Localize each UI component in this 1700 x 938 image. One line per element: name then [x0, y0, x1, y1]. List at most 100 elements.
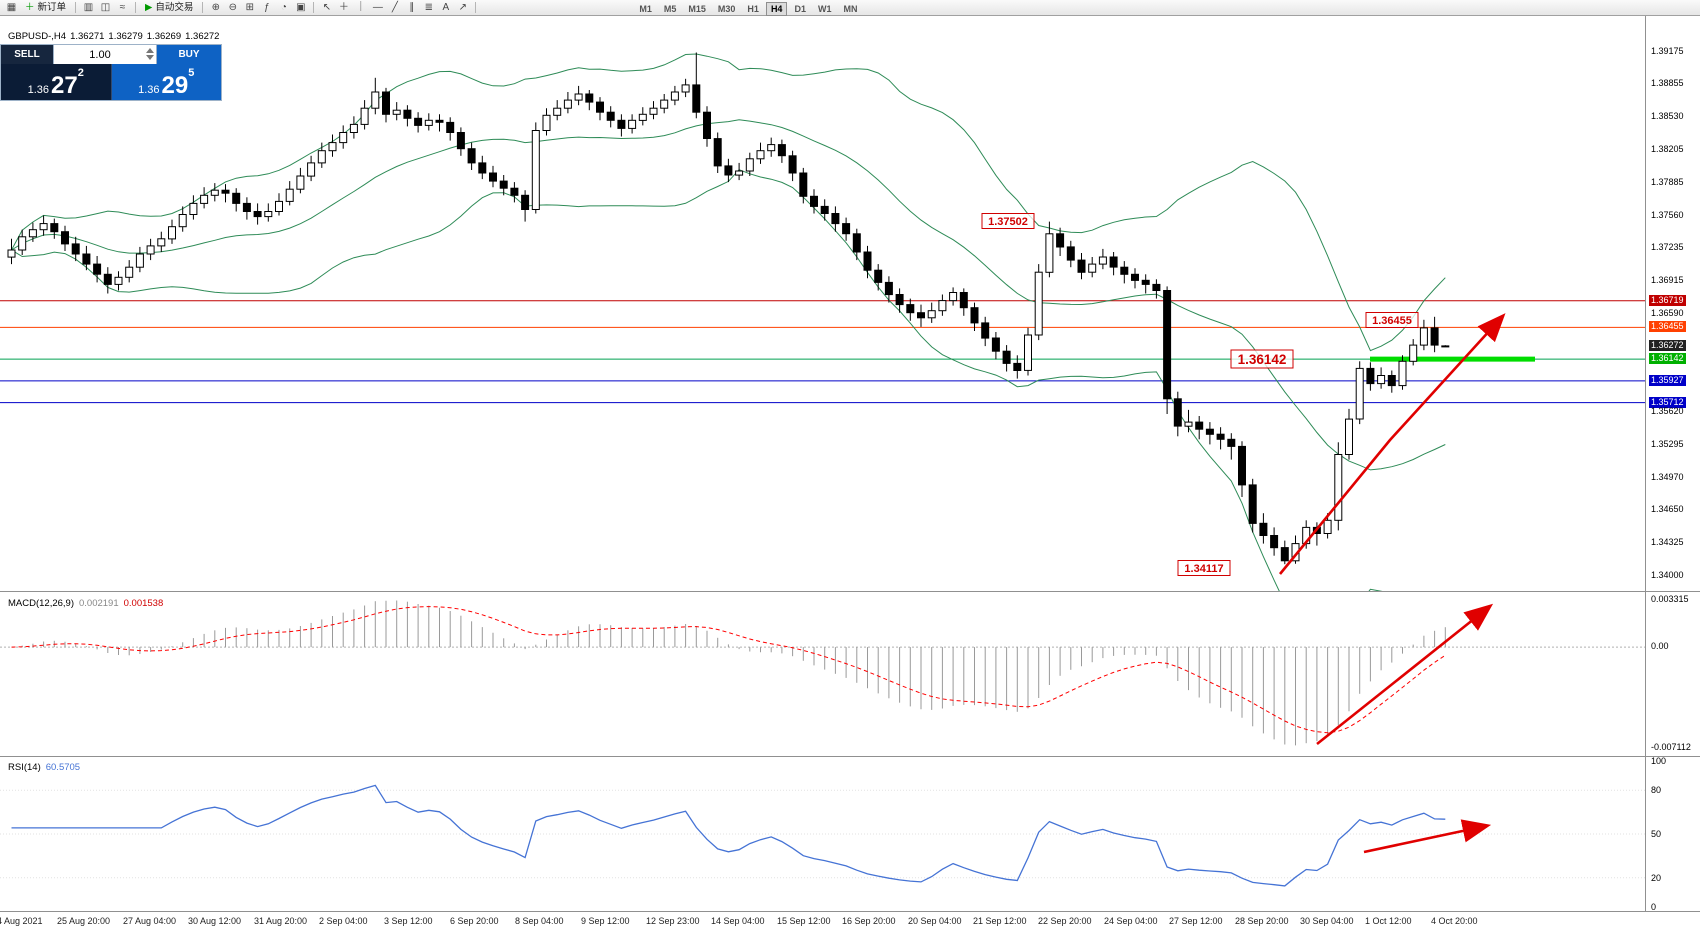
trend-arrow[interactable]	[1278, 313, 1506, 575]
time-axis-label: 1 Oct 12:00	[1365, 916, 1412, 926]
volume-input[interactable]	[54, 45, 156, 64]
rsi-name: RSI(14)	[8, 762, 41, 773]
trend-arrow[interactable]	[1363, 819, 1492, 854]
time-axis-label: 21 Sep 12:00	[973, 916, 1027, 926]
timeframe-button-m15[interactable]: M15	[688, 3, 706, 14]
periods-icon[interactable]: ◔	[280, 1, 287, 13]
zoom-in-icon[interactable]: ⊕	[211, 1, 221, 13]
macd-signal-line	[11, 606, 1446, 734]
sell-button[interactable]: SELL	[1, 45, 53, 64]
text-tool-icon[interactable]: A	[442, 1, 450, 13]
buy-price[interactable]: 1.36 29 5	[111, 64, 221, 100]
price-scale-divider[interactable]	[1645, 16, 1646, 912]
timeframe-button-d1[interactable]: D1	[794, 3, 806, 14]
time-axis-label: 24 Sep 04:00	[1104, 916, 1158, 926]
autotrading-label: 自动交易	[155, 1, 194, 13]
volume-increase-button[interactable]	[145, 48, 154, 53]
timeframe-button-m5[interactable]: M5	[663, 3, 677, 14]
chart-window-icon[interactable]: ▦	[6, 1, 17, 13]
svg-text:1.34117: 1.34117	[1184, 563, 1223, 575]
buy-button[interactable]: BUY	[157, 45, 221, 64]
ohlc-close: 1.36272	[185, 31, 220, 42]
zoom-out-icon[interactable]: ⊖	[228, 1, 238, 13]
time-axis-label: 31 Aug 20:00	[254, 916, 308, 926]
timeframe-button-h4[interactable]: H4	[765, 1, 788, 16]
buy-price-sup: 5	[188, 67, 195, 79]
macd-label: MACD(12,26,9) 0.002191 0.001538	[8, 598, 163, 609]
timeframe-button-m1[interactable]: M1	[639, 3, 652, 14]
time-axis-label: 14 Sep 04:00	[711, 916, 765, 926]
time-axis-label: 22 Sep 20:00	[1038, 916, 1092, 926]
panel-divider[interactable]	[0, 756, 1700, 757]
crosshair-icon[interactable]: ＋	[338, 1, 349, 13]
vertical-line-icon[interactable]: ｜	[355, 1, 366, 13]
time-axis-label: 3 Sep 12:00	[384, 916, 433, 926]
main-chart-canvas[interactable]: 1.37502 1.36455 1.36142 1.34117	[0, 16, 1700, 592]
time-axis-label: 8 Sep 04:00	[515, 916, 564, 926]
time-axis-label: 30 Aug 12:00	[188, 916, 242, 926]
time-axis-label: 28 Sep 20:00	[1235, 916, 1289, 926]
time-axis-label: 9 Sep 12:00	[581, 916, 630, 926]
macd-value-main: 0.002191	[79, 598, 119, 609]
time-axis-label: 25 Aug 20:00	[57, 916, 111, 926]
timeframe-button-w1[interactable]: W1	[817, 3, 832, 14]
volume-field	[53, 45, 157, 64]
autotrading-icon: ▶	[145, 1, 153, 13]
price-annotation[interactable]: 1.36455	[1365, 312, 1419, 328]
buy-price-prefix: 1.36	[138, 84, 160, 96]
indicators-icon[interactable]: ƒ	[264, 1, 270, 13]
timeframe-group: M1 M5 M15 M30 H1 H4 D1 W1 MN	[633, 0, 863, 17]
chart-title: GBPUSD-,H4 1.36271 1.36279 1.36269 1.36272	[8, 31, 223, 42]
bollinger-bands	[11, 53, 1446, 592]
rsi-panel-canvas[interactable]	[0, 757, 1700, 911]
price-annotation[interactable]: 1.34117	[1177, 560, 1231, 576]
toolbar-separator	[475, 2, 477, 13]
trend-arrow[interactable]	[1316, 603, 1494, 746]
price-annotation[interactable]: 1.37502	[981, 213, 1035, 229]
svg-text:1.36455: 1.36455	[1372, 315, 1412, 327]
symbol-period-label: GBPUSD-,H4	[8, 31, 67, 42]
tile-windows-icon[interactable]: ⊞	[245, 1, 255, 13]
toolbar-separator	[75, 2, 77, 13]
chart-candles-icon[interactable]: ◫	[100, 1, 111, 13]
arrows-tool-icon[interactable]: ↗	[458, 1, 468, 13]
time-axis-label: 27 Aug 04:00	[123, 916, 177, 926]
time-axis-label: 12 Sep 23:00	[646, 916, 700, 926]
channel-icon[interactable]: ∥	[409, 1, 415, 13]
autotrading-button[interactable]: ▶ 自动交易	[141, 1, 197, 15]
toolbar-separator	[202, 2, 204, 13]
fibonacci-icon[interactable]: ≣	[424, 1, 434, 13]
time-axis-label: 24 Aug 2021	[0, 916, 43, 926]
svg-text:1.36142: 1.36142	[1238, 352, 1287, 367]
volume-spinner	[144, 46, 155, 63]
sell-price-prefix: 1.36	[27, 84, 50, 96]
timeframe-button-h1[interactable]: H1	[747, 3, 759, 14]
price-annotation[interactable]: 1.36142	[1230, 349, 1294, 369]
time-axis-label: 27 Sep 12:00	[1169, 916, 1223, 926]
macd-histogram	[21, 600, 1446, 746]
time-axis-label: 20 Sep 04:00	[908, 916, 962, 926]
templates-icon[interactable]: ▣	[296, 1, 306, 13]
candlestick-series	[7, 52, 1450, 565]
trendline-icon[interactable]: ╱	[391, 1, 398, 13]
macd-panel-canvas[interactable]	[0, 592, 1700, 756]
rsi-label: RSI(14) 60.5705	[8, 762, 80, 773]
volume-decrease-button[interactable]	[145, 55, 154, 60]
timeframe-button-mn[interactable]: MN	[843, 3, 858, 14]
horizontal-line-icon[interactable]: —	[372, 1, 383, 13]
toolbar-separator	[135, 2, 137, 13]
chart-line-icon[interactable]: ≈	[119, 1, 126, 13]
new-order-button[interactable]: ＋新订单	[21, 1, 70, 15]
ohlc-open: 1.36271	[70, 31, 105, 42]
cursor-icon[interactable]: ↖	[322, 1, 332, 13]
sell-price-big: 27	[51, 72, 78, 99]
chart-bars-icon[interactable]: ▥	[83, 1, 94, 13]
panel-divider[interactable]	[0, 591, 1700, 592]
sell-price[interactable]: 1.36 27 2	[1, 64, 112, 100]
timeframe-button-m30[interactable]: M30	[717, 3, 736, 14]
time-axis-label: 15 Sep 12:00	[777, 916, 831, 926]
ohlc-low: 1.36269	[146, 31, 182, 42]
ohlc-high: 1.36279	[108, 31, 143, 42]
time-axis[interactable]: 24 Aug 2021 25 Aug 20:00 27 Aug 04:00 30 Au…	[0, 912, 1700, 938]
